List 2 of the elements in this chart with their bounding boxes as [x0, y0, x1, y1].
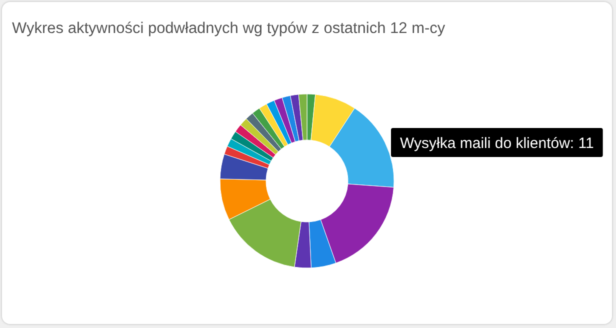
slice-label: Wysyłka maili do klientów: 11 [400, 135, 594, 152]
chart-title: Wykres aktywności podwładnych wg typów z ostatnich 12 m-cy [12, 20, 446, 37]
